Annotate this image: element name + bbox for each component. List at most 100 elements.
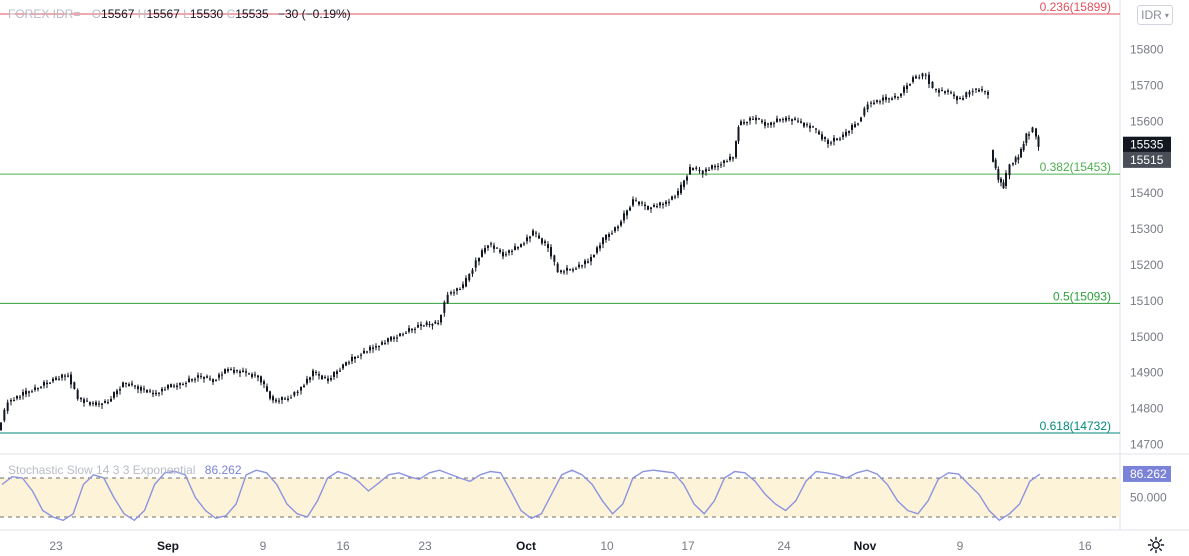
y-axis-tick: 15800 [1130,43,1164,57]
symbol-label[interactable]: FOREX IDR= [8,7,81,21]
candle [906,85,908,90]
candle [414,328,416,330]
candle [1017,157,1020,160]
fib-level-label: 0.618(14732) [1040,419,1111,433]
stochastic-legend[interactable]: Stochastic Slow 14 3 3 Exponential 86.26… [8,463,242,477]
candle [987,91,989,95]
candle [67,375,69,377]
candle [327,378,329,381]
candle [221,374,223,376]
candle [49,382,51,384]
candle [357,356,359,358]
candle [462,284,464,288]
candle [665,201,667,204]
candle [632,199,634,206]
candle [70,374,72,385]
candle [921,73,924,77]
candle [705,169,707,172]
candle [800,121,802,123]
candle [92,402,94,404]
candle [422,325,425,327]
y-axis-tick: 14900 [1130,366,1164,380]
candle [375,346,377,348]
candle [453,292,455,294]
candle [981,89,983,91]
candle [248,373,250,375]
stochastic-tag [1123,465,1171,482]
x-axis-tick: 23 [418,539,432,553]
candle [971,91,974,93]
candle [366,351,368,353]
candle [912,77,914,82]
candle [550,247,552,257]
x-axis-tick: Nov [854,539,877,553]
stochastic-title: Stochastic Slow 14 3 3 Exponential [8,463,196,477]
candle [303,385,305,388]
candle [37,388,39,390]
currency-label: IDR [1141,8,1162,22]
candle [511,250,513,252]
candle [572,269,574,271]
candle [321,375,323,380]
candle [680,184,682,194]
candle [351,356,353,362]
candle [526,237,528,242]
candle [743,122,745,124]
candle [900,93,902,97]
candle [944,91,946,93]
low-label: L [183,7,190,21]
candle [928,74,930,85]
candle [726,161,728,163]
candle [656,206,658,208]
candle [909,84,911,86]
candle [854,124,856,128]
candle [956,96,958,101]
candle [882,97,884,101]
candle [821,134,823,140]
candle [309,377,311,380]
candle [815,128,817,130]
candle [236,370,238,372]
chevron-down-icon: ▾ [1164,10,1169,20]
currency-dropdown[interactable]: IDR ▾ [1137,5,1173,25]
candle [879,101,881,103]
candle [671,196,673,200]
candle [110,398,112,402]
candle [953,94,955,97]
candle [941,90,943,92]
candle [333,371,335,377]
candle [701,170,704,174]
candle [698,169,701,171]
candle [650,207,652,209]
candle [566,267,568,271]
candle [194,379,196,381]
y-axis-tick: 15200 [1130,258,1164,272]
y-axis-tick: 14800 [1130,402,1164,416]
candle [73,382,76,389]
low-value: 15530 [189,7,224,21]
y-axis-tick: 14700 [1130,437,1164,451]
candle [434,321,437,324]
candle [134,385,136,387]
candle [833,137,835,142]
candle [617,226,619,229]
candle [830,142,832,144]
candle [623,213,625,221]
candle [481,250,483,257]
candle [827,140,829,144]
stochastic-band [0,478,1120,517]
candle [866,104,869,110]
candle [857,123,859,125]
candle [52,378,54,382]
candle [3,409,6,421]
gear-icon[interactable] [1147,536,1165,554]
candle [137,386,139,390]
y-axis-tick: 15400 [1130,186,1164,200]
candle [584,260,586,265]
candle [845,131,847,136]
candle [708,169,710,171]
candle [842,134,844,138]
candle [43,382,45,386]
candle [1012,163,1014,165]
